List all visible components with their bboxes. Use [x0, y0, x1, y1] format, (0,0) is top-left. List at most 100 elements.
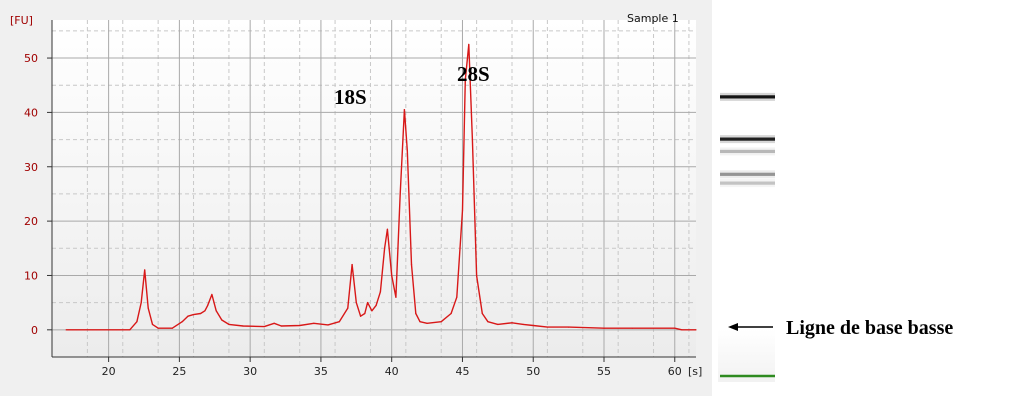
trace-point [263, 325, 265, 328]
trace-point [147, 307, 149, 309]
trace-point [450, 312, 452, 315]
trace-point [242, 325, 244, 327]
trace-point [181, 321, 183, 323]
trace-point [695, 329, 697, 331]
trace-point [603, 327, 605, 329]
trace-point [313, 322, 315, 324]
trace-point [355, 302, 357, 304]
trace-point [674, 327, 676, 329]
trace-point [497, 323, 499, 325]
x-tick-label: 40 [385, 365, 399, 378]
trace-point [371, 310, 373, 312]
y-tick-label: 50 [24, 52, 38, 65]
baseline-arrow-head [728, 323, 738, 331]
x-axis-label: [s] [688, 365, 702, 378]
trace-point [419, 321, 421, 323]
trace-point [415, 312, 417, 315]
trace-point [351, 263, 353, 266]
peak-label-18s: 18S [334, 85, 367, 109]
trace-point [464, 79, 466, 81]
trace-point [406, 149, 408, 152]
y-tick-label: 20 [24, 215, 38, 228]
gel-band [720, 181, 775, 185]
gel-band [720, 95, 775, 99]
x-tick-label: 35 [314, 365, 328, 378]
trace-point [215, 310, 217, 312]
trace-point [681, 329, 683, 331]
trace-point [65, 329, 67, 331]
gel-band-halo [720, 92, 775, 101]
trace-point [375, 304, 377, 306]
minor-grid [51, 20, 696, 358]
trace-point [228, 323, 230, 325]
trace-point [546, 326, 548, 328]
gel-lane [718, 30, 775, 382]
trace-point [476, 274, 478, 277]
x-tick-label: 55 [597, 365, 611, 378]
trace-point [468, 43, 470, 46]
trace-point [522, 323, 524, 325]
trace-point [386, 228, 389, 230]
x-tick-label: 20 [102, 365, 116, 378]
baseline-annotation: Ligne de base basse [786, 317, 953, 339]
trace-point [204, 310, 206, 312]
trace-point [532, 324, 534, 327]
trace-point [511, 322, 513, 324]
trace-point [471, 138, 473, 141]
gel-band-halo [720, 135, 775, 144]
trace-point [410, 263, 413, 266]
gel-band-halo [720, 179, 775, 188]
trace-point [403, 109, 406, 111]
trace-point [461, 209, 464, 211]
trace-point [347, 307, 349, 309]
trace-point [144, 269, 146, 271]
trace-point [129, 329, 131, 331]
trace-point [221, 319, 223, 321]
gel-bands [720, 92, 775, 188]
trace-point [299, 324, 301, 327]
plot-area [52, 20, 696, 357]
gel-band-halo [720, 147, 775, 156]
trace-point [140, 302, 142, 304]
y-axis-label: [FU] [10, 14, 33, 27]
trace-point [207, 304, 209, 306]
trace-point [157, 327, 159, 329]
trace-point [384, 247, 386, 249]
gel-band [720, 149, 775, 154]
x-tick-label: 60 [668, 365, 682, 378]
trace-point [171, 327, 173, 329]
trace-point [338, 321, 340, 323]
trace-point [391, 274, 393, 277]
y-tick-label: 40 [24, 106, 38, 119]
gel-band [720, 137, 775, 141]
trace-point [359, 315, 362, 317]
x-tick-label: 30 [243, 365, 257, 378]
trace-point [481, 312, 483, 315]
trace-point [440, 321, 442, 323]
trace-point [395, 296, 397, 298]
x-tick-labels: 20 25 30 35 40 45 50 55 60 [102, 357, 682, 378]
y-tick-labels: 0 10 20 30 40 50 [24, 52, 52, 337]
trace-point [187, 315, 189, 317]
trace-point [200, 312, 202, 315]
trace-point [379, 291, 381, 293]
trace-point [211, 293, 213, 296]
trace-point [280, 325, 282, 327]
major-grid [52, 20, 696, 357]
trace-point [568, 326, 570, 328]
trace-points [65, 43, 697, 331]
sample-label: Sample 1 [627, 12, 679, 25]
trace-point [136, 321, 138, 323]
gel-band-halo [720, 170, 775, 179]
trace-point [192, 314, 195, 316]
y-tick-label: 30 [24, 161, 38, 174]
trace-point [487, 321, 489, 323]
trace-point [426, 322, 428, 324]
peak-label-28s: 28S [457, 62, 490, 86]
trace-point [367, 302, 369, 304]
trace-point [273, 322, 275, 324]
gel-band [720, 172, 775, 176]
x-tick-label: 50 [526, 365, 540, 378]
